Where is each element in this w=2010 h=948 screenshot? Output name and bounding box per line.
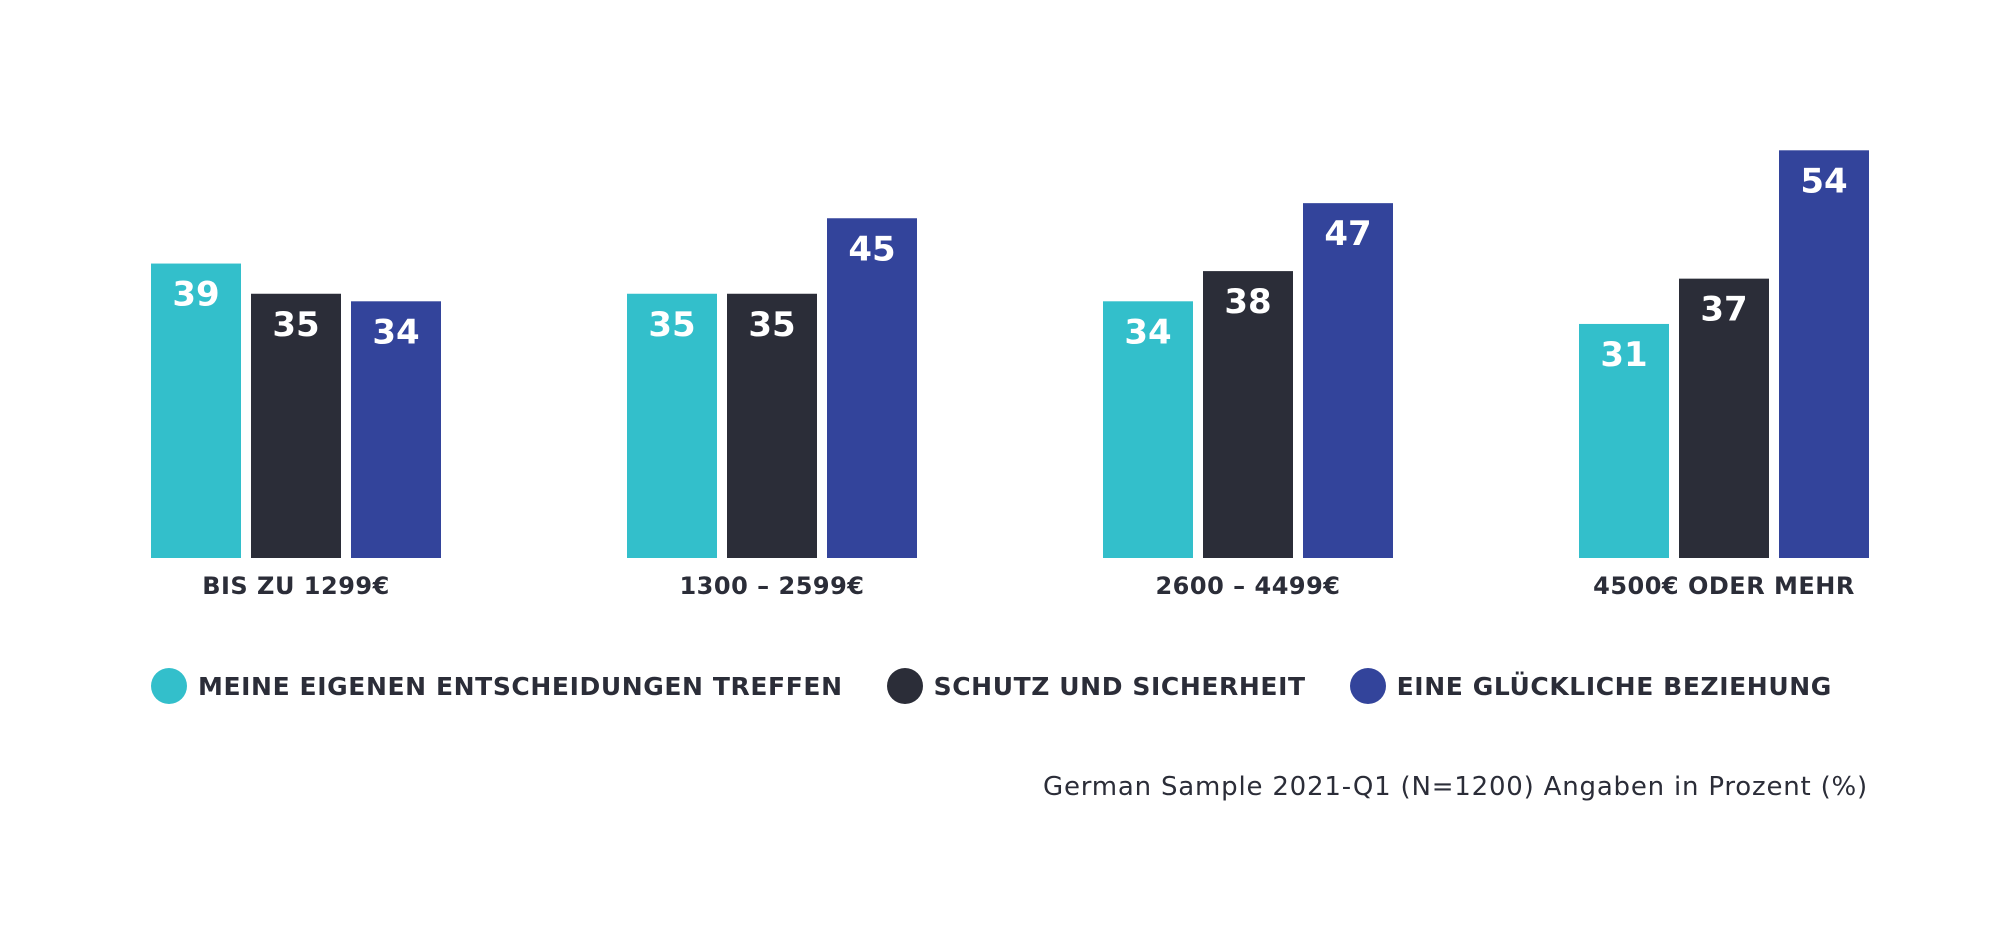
category-labels: BIS ZU 1299€ 1300 – 2599€ 2600 – 4499€ 4500…: [202, 572, 1855, 600]
legend: MEINE EIGENEN ENTSCHEIDUNGEN TREFFEN SCH…: [151, 668, 1876, 704]
legend-swatch-2: [1349, 668, 1386, 704]
bar-value-label-3-1: 37: [1700, 290, 1747, 330]
category-label-2: 2600 – 4499€: [1155, 572, 1340, 600]
bar-value-label-2-2: 47: [1324, 214, 1371, 254]
bar-3-1: [1679, 278, 1769, 558]
bar-1-0: [627, 293, 717, 558]
bar-value-label-3-2: 54: [1800, 161, 1847, 201]
bar-1-2: [827, 218, 917, 558]
legend-swatch-0: [151, 668, 187, 704]
legend-label-1: SCHUTZ UND SICHERHEIT: [933, 671, 1306, 701]
bar-value-label-2-1: 38: [1224, 282, 1271, 322]
bars-group: 39 35 34 35 35 45 34 38 47 31 37 54: [151, 150, 1869, 559]
bar-value-label-3-0: 31: [1600, 335, 1647, 375]
legend-swatch-1: [886, 668, 923, 704]
bar-2-1: [1203, 271, 1293, 558]
bar-0-1: [251, 293, 341, 558]
category-label-3: 4500€ ODER MEHR: [1593, 572, 1855, 600]
category-label-1: 1300 – 2599€: [679, 572, 864, 600]
bar-3-2: [1779, 150, 1869, 559]
category-label-0: BIS ZU 1299€: [202, 572, 390, 600]
bar-chart: 39 35 34 35 35 45 34 38 47 31 37 54 BIS ZU 1299€ 130…: [151, 150, 1869, 600]
legend-item-1: SCHUTZ UND SICHERHEIT: [886, 668, 1306, 704]
bar-0-0: [151, 263, 241, 558]
bar-0-2: [351, 301, 441, 558]
bar-value-label-2-0: 34: [1124, 312, 1171, 352]
bar-value-label-1-2: 45: [848, 229, 895, 269]
bar-value-label-1-1: 35: [748, 305, 795, 345]
bar-2-0: [1103, 301, 1193, 558]
footnote: German Sample 2021-Q1 (N=1200) Angaben i…: [1043, 772, 1868, 802]
bar-value-label-0-0: 39: [172, 275, 219, 315]
legend-label-2: EINE GLÜCKLICHE BEZIEHUNG: [1396, 671, 1832, 701]
bar-value-label-1-0: 35: [648, 305, 695, 345]
legend-item-0: MEINE EIGENEN ENTSCHEIDUNGEN TREFFEN: [151, 668, 843, 704]
bar-2-2: [1303, 203, 1393, 558]
bar-value-label-0-1: 35: [272, 305, 319, 345]
bar-value-label-0-2: 34: [372, 312, 419, 352]
legend-item-2: EINE GLÜCKLICHE BEZIEHUNG: [1349, 668, 1832, 704]
bar-3-0: [1579, 323, 1669, 558]
legend-label-0: MEINE EIGENEN ENTSCHEIDUNGEN TREFFEN: [198, 671, 843, 701]
bar-1-1: [727, 293, 817, 558]
